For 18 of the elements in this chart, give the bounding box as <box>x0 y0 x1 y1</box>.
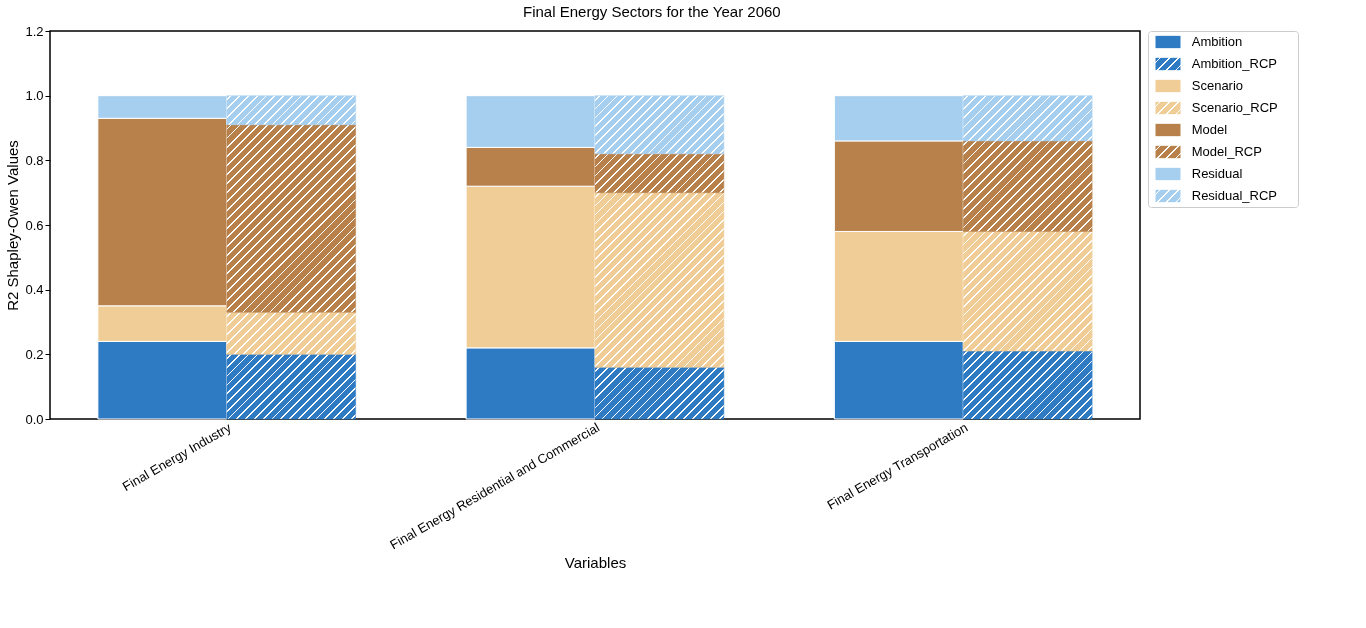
y-axis-title: R2 Shapley-Owen Values <box>4 140 22 311</box>
legend-label: Model_RCP <box>1191 144 1262 159</box>
y-tick-label: 0.4 <box>25 282 44 298</box>
legend-label: Scenario_RCP <box>1191 100 1278 115</box>
legend-label: Model <box>1191 122 1228 137</box>
legend-label: Residual <box>1191 166 1243 181</box>
chart-title: Final Energy Sectors for the Year 2060 <box>523 3 781 21</box>
legend-label: Scenario <box>1191 78 1244 93</box>
y-tick-label: 0.8 <box>25 152 44 168</box>
legend-label: Residual_RCP <box>1191 188 1278 203</box>
y-tick-label: 0.6 <box>25 217 44 233</box>
y-tick-label: 1.0 <box>25 88 44 104</box>
legend-label: Ambition_RCP <box>1191 56 1278 71</box>
x-axis-title: Variables <box>564 554 627 572</box>
y-tick-label: 1.2 <box>25 23 44 39</box>
y-tick-label: 0.0 <box>25 411 44 427</box>
legend-label: Ambition <box>1191 34 1243 49</box>
y-tick-label: 0.2 <box>25 346 44 362</box>
